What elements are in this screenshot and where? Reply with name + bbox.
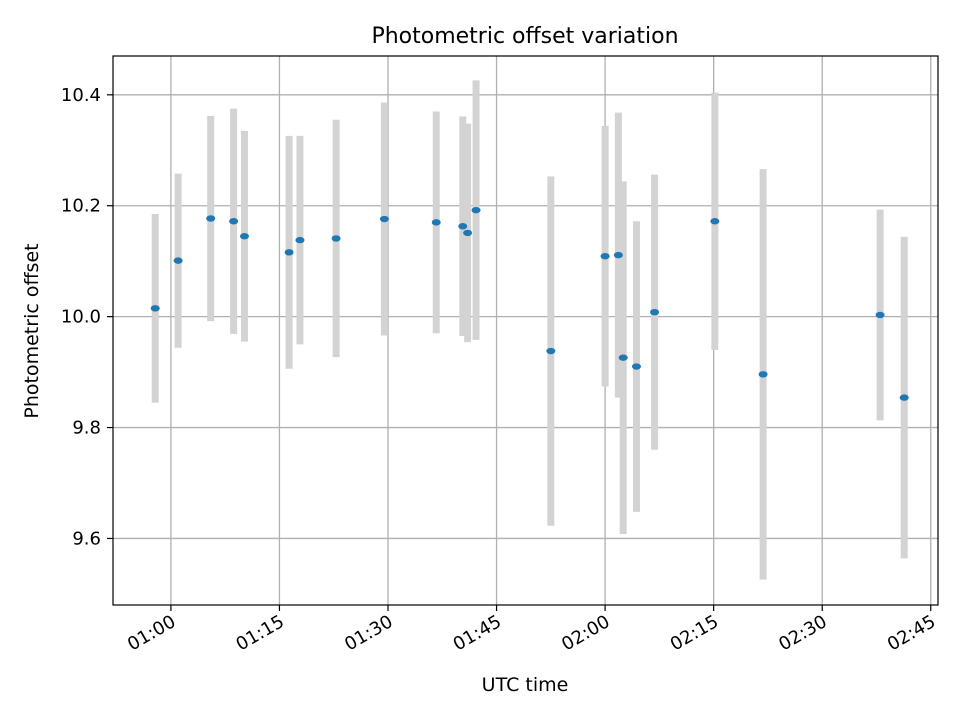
x-tick-label: 01:45: [450, 611, 505, 655]
data-point: [471, 206, 481, 214]
data-point: [650, 309, 660, 316]
data-point: [631, 363, 641, 370]
x-tick-label: 01:15: [233, 611, 288, 655]
data-point: [600, 252, 610, 260]
x-tick-label: 02:00: [558, 611, 613, 655]
data-point: [295, 236, 305, 244]
y-tick-label: 9.6: [72, 528, 101, 549]
data-point: [331, 235, 341, 242]
data-point: [206, 215, 216, 222]
x-tick-label: 02:30: [775, 611, 830, 655]
data-point: [758, 371, 768, 378]
data-point: [229, 218, 239, 225]
data-point: [284, 249, 294, 256]
plot-frame: [112, 55, 939, 606]
data-point: [173, 257, 183, 264]
data-point: [710, 218, 720, 225]
chart-title: Photometric offset variation: [371, 24, 678, 49]
y-tick-label: 10.2: [61, 196, 101, 217]
data-point: [379, 215, 389, 223]
x-axis-label: UTC time: [482, 674, 569, 696]
data-point: [463, 229, 473, 237]
x-axis-ticks: 01:00 01:15 01:30 01:45 02:00 02:15 02:30 02:45: [124, 605, 939, 655]
data-point: [618, 354, 628, 361]
data-point: [899, 394, 909, 401]
x-tick-label: 02:45: [884, 611, 939, 655]
data-point: [239, 233, 249, 240]
data-point: [431, 219, 441, 226]
data-point: [150, 305, 160, 312]
y-tick-label: 10.4: [61, 85, 101, 106]
data-point: [613, 251, 623, 259]
data-point: [458, 223, 468, 230]
y-axis-ticks: 9.6 9.8 10.0 10.2 10.4: [61, 85, 113, 549]
error-bars: [151, 80, 908, 580]
x-tick-label: 02:15: [667, 611, 722, 655]
y-tick-label: 10.0: [61, 307, 101, 328]
y-tick-label: 9.8: [72, 418, 101, 439]
data-point: [875, 311, 885, 319]
x-tick-label: 01:00: [124, 611, 179, 655]
y-axis-label: Photometric offset: [21, 243, 43, 418]
data-points: [150, 206, 909, 401]
data-point: [546, 347, 556, 355]
x-tick-label: 01:30: [341, 611, 396, 655]
